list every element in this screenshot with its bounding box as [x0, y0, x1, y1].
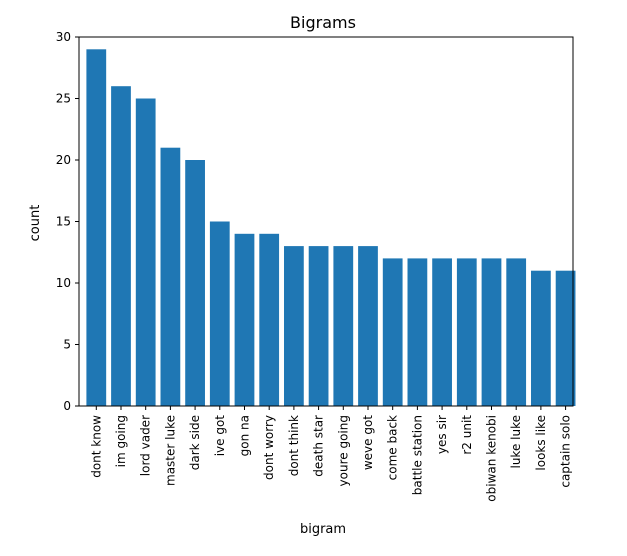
y-tick-label: 15	[56, 215, 71, 229]
x-axis-label: bigram	[300, 522, 346, 537]
x-tick-label: gon na	[237, 415, 251, 456]
bar-captain-solo	[555, 270, 576, 406]
x-tick-label: captain solo	[559, 415, 573, 488]
x-tick-label: im going	[114, 415, 128, 467]
x-axis: dont know im going lord vader master luke da…	[89, 406, 573, 502]
bar-dont-worry	[259, 233, 280, 406]
x-tick-label: dark side	[188, 415, 202, 470]
bars-group	[86, 49, 576, 407]
bar-dont-think	[284, 246, 304, 406]
x-tick-label: dont know	[89, 415, 103, 478]
y-tick-label: 25	[56, 92, 71, 106]
y-tick-label: 20	[56, 153, 71, 167]
bar-r2-unit	[456, 258, 477, 406]
x-tick-label: looks like	[534, 415, 548, 471]
y-tick-label: 30	[56, 30, 71, 44]
y-axis: 0 5 10 15 20 25 30	[56, 30, 79, 413]
bar-yes-sir	[432, 258, 452, 406]
y-tick-label: 5	[63, 338, 71, 352]
bar-obiwan-kenobi	[481, 258, 502, 406]
x-tick-label: come back	[386, 415, 400, 480]
x-tick-label: battle station	[410, 415, 424, 495]
bar-ive-got	[209, 221, 230, 406]
x-tick-label: dont worry	[262, 415, 276, 480]
x-tick-label: master luke	[163, 415, 177, 486]
x-tick-label: death star	[312, 415, 326, 477]
bar-im-going	[111, 86, 131, 406]
x-tick-label: weve got	[361, 415, 375, 470]
bar-weve-got	[358, 246, 378, 406]
bar-master-luke	[160, 147, 181, 406]
bar-death-star	[308, 246, 329, 406]
x-tick-label: r2 unit	[460, 415, 474, 455]
plot-frame	[78, 36, 574, 407]
x-tick-label: youre going	[336, 415, 350, 486]
bar-dark-side	[185, 160, 205, 406]
bar-luke-luke	[506, 258, 527, 406]
chart-title: Bigrams	[290, 13, 356, 32]
bar-come-back	[382, 258, 403, 406]
y-tick-label: 10	[56, 276, 71, 290]
x-tick-label: luke luke	[509, 415, 523, 469]
x-tick-label: obiwan kenobi	[484, 415, 498, 502]
x-tick-label: dont think	[287, 415, 301, 476]
y-tick-label: 0	[63, 399, 71, 413]
x-tick-label: lord vader	[139, 415, 153, 476]
x-tick-label: yes sir	[435, 415, 449, 454]
bar-lord-vader	[135, 98, 156, 406]
bar-gon-na	[234, 233, 255, 406]
bar-dont-know	[86, 49, 107, 407]
bar-youre-going	[333, 246, 354, 406]
x-tick-label: ive got	[213, 415, 227, 457]
bar-looks-like	[531, 270, 551, 406]
y-axis-label: count	[28, 205, 43, 242]
bar-battle-station	[407, 258, 428, 406]
